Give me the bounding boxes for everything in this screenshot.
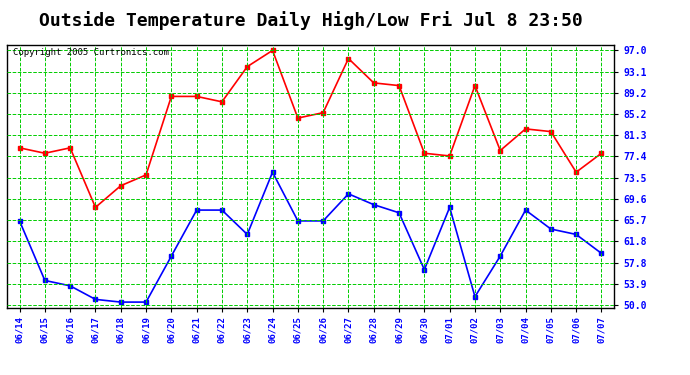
Text: Copyright 2005 Curtronics.com: Copyright 2005 Curtronics.com [13, 48, 169, 57]
Text: Outside Temperature Daily High/Low Fri Jul 8 23:50: Outside Temperature Daily High/Low Fri J… [39, 11, 582, 30]
